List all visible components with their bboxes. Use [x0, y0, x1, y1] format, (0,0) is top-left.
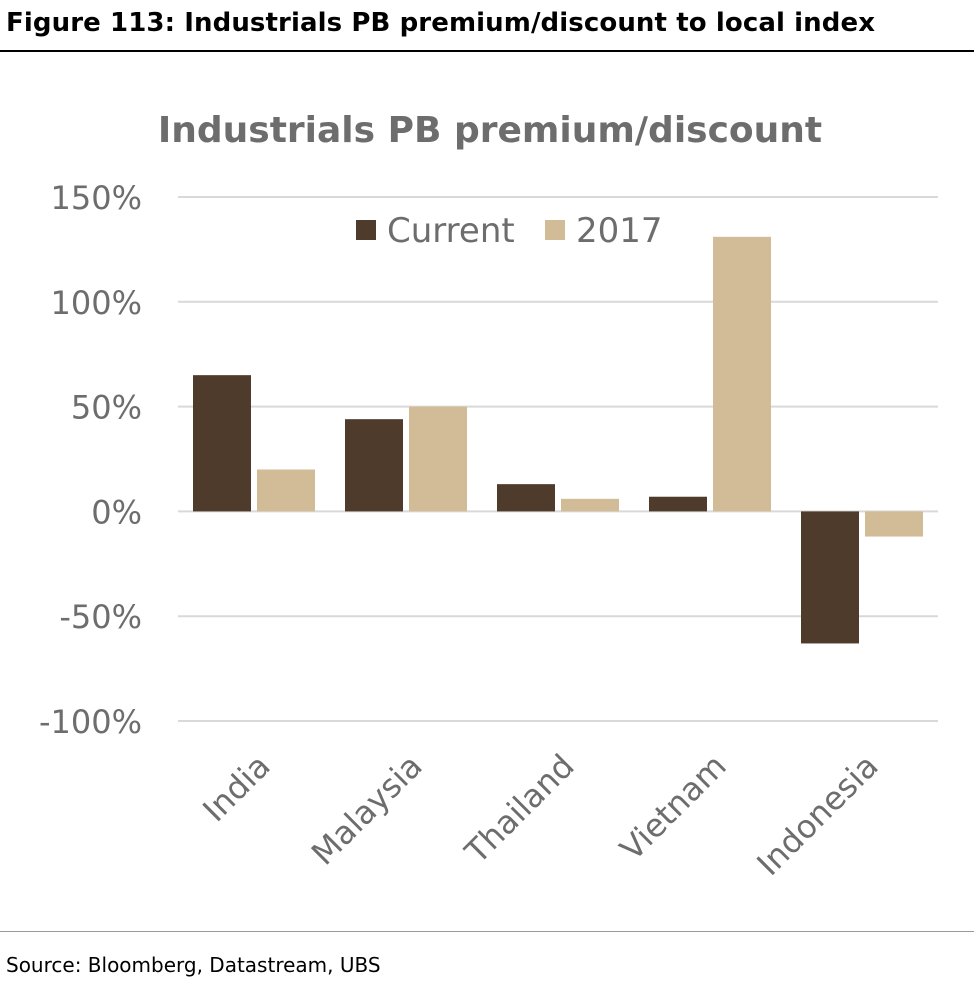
bar-current-malaysia: [345, 419, 403, 512]
bar-current-thailand: [497, 484, 555, 512]
legend-swatch: [545, 220, 565, 240]
source-note: Source: Bloomberg, Datastream, UBS: [6, 953, 381, 977]
legend-label: 2017: [576, 211, 663, 251]
figure-title: Figure 113: Industrials PB premium/disco…: [6, 8, 876, 38]
x-category-label: Thailand: [457, 747, 582, 872]
bar-chart: Industrials PB premium/discount 150% 100%…: [39, 110, 938, 883]
y-axis-ticks: 150% 100% 50% 0% -50% -100%: [39, 179, 142, 741]
x-category-label: India: [195, 747, 277, 829]
x-category-label: Malaysia: [304, 747, 430, 873]
y-tick-label: 150%: [51, 179, 142, 217]
top-rule: [0, 50, 974, 52]
y-tick-label: 100%: [51, 284, 142, 322]
bar-2017-indonesia: [865, 511, 923, 537]
bar-2017-india: [257, 469, 315, 512]
y-tick-label: 50%: [71, 389, 142, 427]
bottom-rule: [0, 931, 974, 932]
legend-swatch: [356, 220, 376, 240]
bar-2017-vietnam: [713, 236, 771, 512]
y-tick-label: 0%: [91, 493, 142, 531]
bar-current-vietnam: [649, 496, 707, 512]
bars: [193, 236, 923, 644]
bar-current-india: [193, 375, 251, 512]
chart-title: Industrials PB premium/discount: [158, 110, 822, 151]
bar-current-indonesia: [801, 511, 859, 644]
x-category-label: Vietnam: [612, 747, 733, 868]
legend: Current 2017: [356, 211, 663, 251]
bar-2017-malaysia: [409, 406, 467, 512]
y-tick-label: -50%: [59, 598, 142, 636]
x-category-label: Indonesia: [749, 747, 885, 883]
bar-2017-thailand: [561, 498, 619, 512]
x-axis-categories: India Malaysia Thailand Vietnam Indonesia: [195, 747, 885, 883]
y-tick-label: -100%: [39, 703, 142, 741]
legend-label: Current: [387, 211, 515, 251]
